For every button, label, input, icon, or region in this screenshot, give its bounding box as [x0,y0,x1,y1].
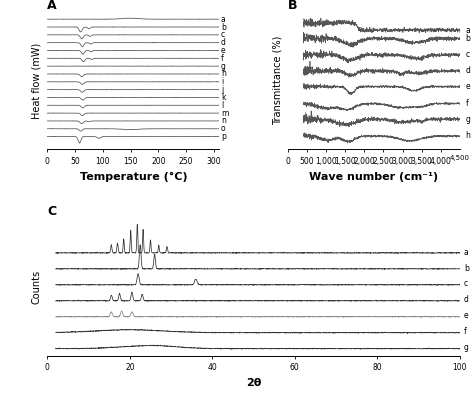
Text: g: g [464,343,469,352]
Text: h: h [221,70,226,79]
Text: l: l [221,101,223,110]
Text: e: e [465,82,470,91]
Text: n: n [221,117,226,126]
Text: g: g [221,62,226,71]
Text: d: d [464,295,469,305]
Text: f: f [465,99,468,108]
Y-axis label: Transmittance (%): Transmittance (%) [273,36,283,125]
Text: g: g [465,115,470,124]
Text: f: f [221,54,224,63]
Text: c: c [464,280,468,288]
Text: m: m [221,109,228,118]
X-axis label: Temperature (°C): Temperature (°C) [80,171,187,182]
Text: C: C [47,205,56,218]
Text: e: e [464,311,468,320]
Text: k: k [221,93,226,102]
Text: c: c [465,50,470,59]
Text: A: A [47,0,57,12]
Text: 4,500: 4,500 [450,155,470,161]
Text: a: a [221,15,226,24]
Text: o: o [221,124,226,133]
Text: e: e [221,46,226,55]
Text: B: B [288,0,298,12]
Text: p: p [221,132,226,141]
Y-axis label: Heat flow (mW): Heat flow (mW) [32,42,42,119]
Text: d: d [465,66,470,75]
Y-axis label: Counts: Counts [32,270,42,304]
Text: i: i [221,77,223,86]
Text: h: h [465,132,470,141]
Text: j: j [221,85,223,94]
X-axis label: 2θ: 2θ [246,378,261,388]
Text: b: b [464,263,469,273]
X-axis label: Wave number (cm⁻¹): Wave number (cm⁻¹) [310,171,438,182]
Text: b: b [465,34,470,43]
Text: f: f [464,327,467,337]
Text: c: c [221,30,225,40]
Text: a: a [464,248,469,256]
Text: a: a [465,26,470,34]
Text: d: d [221,38,226,47]
Text: b: b [221,23,226,32]
